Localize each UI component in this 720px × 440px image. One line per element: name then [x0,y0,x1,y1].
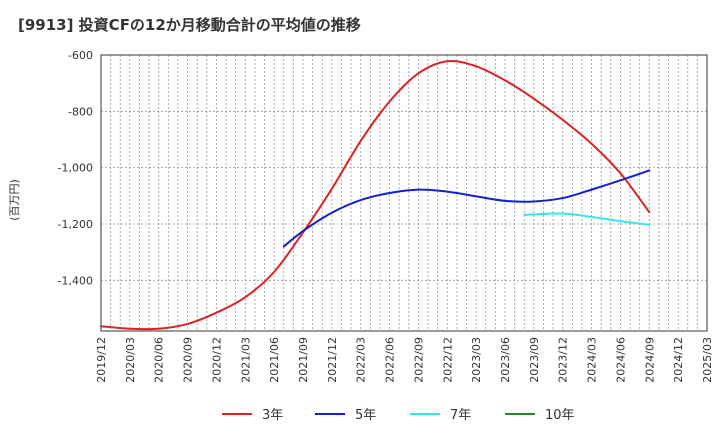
series-line-7年 [523,212,651,226]
x-axis-ticks: 2019/12 2020/03 2020/06 2020/09 2020/12 2021/… [95,337,714,383]
x-tick-label: 2021/12 [326,337,339,383]
legend-label: 10年 [545,408,575,423]
legend-item: 3年 [222,408,283,423]
x-tick-label: 2020/03 [124,337,137,383]
x-tick-label: 2020/12 [210,337,223,383]
x-tick-label: 2022/06 [384,337,397,383]
legend-item: 5年 [315,408,376,423]
series-line-3年 [100,59,651,331]
x-tick-label: 2023/12 [557,337,570,383]
x-tick-label: 2021/09 [297,337,310,383]
y-tick-label: -1,000 [58,162,93,175]
x-tick-label: 2024/06 [614,337,627,383]
y-tick-label: -1,400 [58,274,93,287]
y-axis-label: (百万円) [8,179,21,221]
x-tick-label: 2020/06 [153,337,166,383]
plot-frame [100,54,708,332]
legend-item: 7年 [410,408,471,423]
y-tick-label: -1,200 [58,218,93,231]
x-tick-label: 2021/06 [268,337,281,383]
y-axis-ticks: -600 -800 -1,000 -1,200 -1,400 [58,49,93,287]
x-tick-label: 2024/03 [586,337,599,383]
legend-item: 10年 [505,408,575,423]
legend-label: 5年 [355,408,376,423]
x-tick-label: 2023/03 [470,337,483,383]
x-tick-label: 2021/03 [239,337,252,383]
x-tick-label: 2020/09 [182,337,195,383]
y-tick-label: -600 [68,49,93,62]
x-tick-label: 2023/06 [499,337,512,383]
legend-label: 3年 [262,408,283,423]
x-tick-label: 2023/09 [528,337,541,383]
y-tick-label: -800 [68,105,93,118]
x-tick-label: 2022/12 [441,337,454,383]
legend: 3年 5年 7年 10年 [222,408,575,423]
x-tick-label: 2019/12 [95,337,108,383]
x-tick-label: 2024/09 [643,337,656,383]
chart-title: [9913] 投資CFの12か月移動合計の平均値の推移 [18,16,361,34]
series-lines [100,59,651,331]
x-tick-label: 2022/09 [412,337,425,383]
series-line-5年 [282,169,651,248]
grid [101,54,707,331]
x-tick-label: 2024/12 [672,337,685,383]
x-tick-label: 2022/03 [355,337,368,383]
x-tick-label: 2025/03 [701,337,714,383]
legend-label: 7年 [450,408,471,423]
